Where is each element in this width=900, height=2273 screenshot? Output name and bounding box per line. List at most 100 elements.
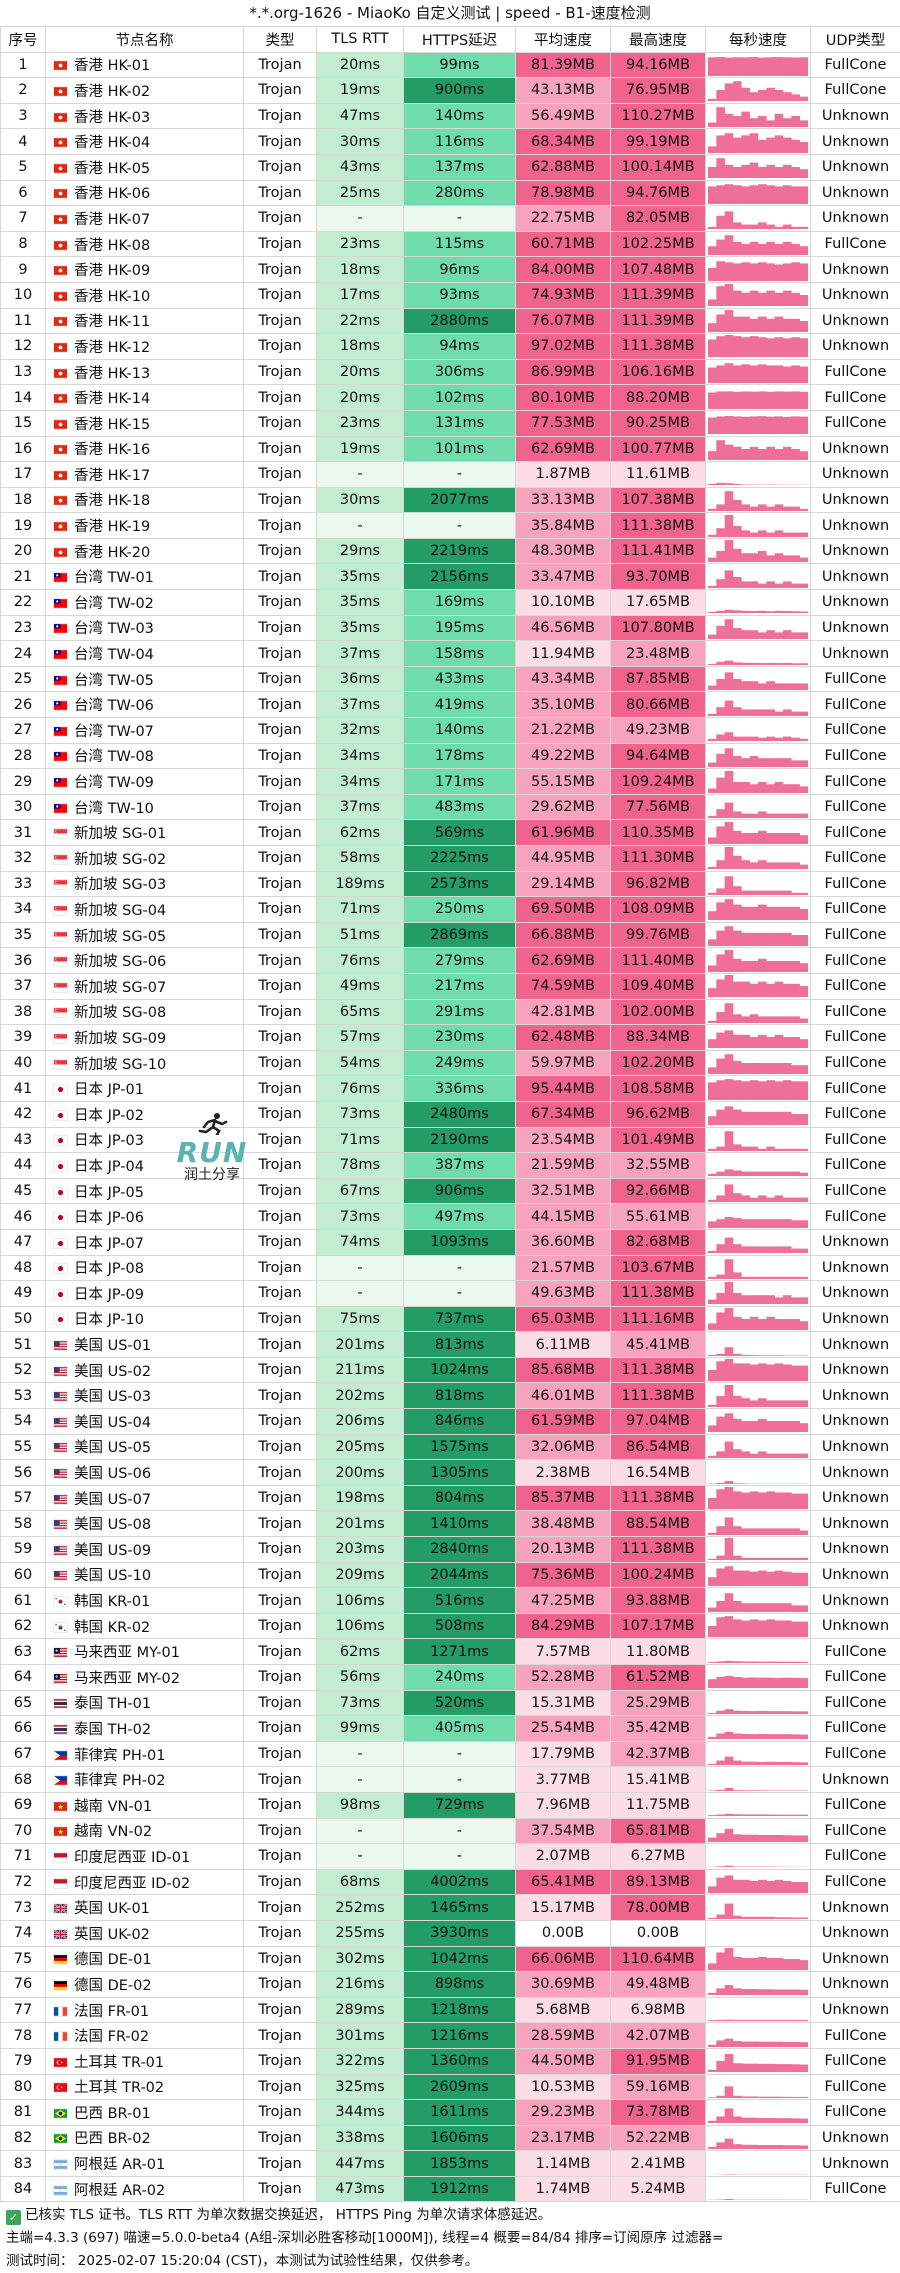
speed-sparkline	[708, 259, 808, 281]
protocol-type: Trojan	[244, 1537, 317, 1563]
speed-sample-bar	[725, 700, 734, 715]
protocol-type: Trojan	[244, 1281, 317, 1307]
protocol-type: Trojan	[244, 999, 317, 1025]
udp-type: FullCone	[811, 1869, 900, 1895]
https-latency: 1093ms	[404, 1229, 516, 1255]
node-name-cell: 日本 JP-03	[46, 1127, 244, 1153]
tls-rtt: 18ms	[317, 257, 404, 283]
speed-sample-bar	[708, 267, 717, 280]
speed-sample-bar	[758, 338, 767, 358]
speed-sample-bar	[775, 1917, 784, 1919]
avg-speed: 22.75MB	[516, 206, 611, 232]
max-speed: 111.38MB	[611, 1357, 706, 1383]
protocol-type: Trojan	[244, 2100, 317, 2126]
speed-sparkline	[708, 1513, 808, 1535]
udp-type: FullCone	[811, 743, 900, 769]
speed-sample-bar	[800, 2119, 808, 2123]
row-index: 22	[1, 590, 46, 616]
speed-sample-bar	[716, 1274, 725, 1278]
speed-sample-bar	[725, 310, 734, 332]
node-name-cell: 新加坡 SG-01	[46, 820, 244, 846]
speed-sample-bar	[783, 1959, 792, 1970]
speed-sample-bar	[725, 1757, 734, 1765]
speed-sample-bar	[783, 1016, 792, 1023]
speed-sample-bar	[733, 737, 742, 741]
speed-sample-bar	[800, 663, 808, 665]
speed-sample-bar	[775, 2145, 784, 2149]
speed-sample-bar	[716, 1353, 725, 1355]
speed-sample-bar	[750, 133, 759, 153]
avg-speed: 23.17MB	[516, 2125, 611, 2151]
udp-type: Unknown	[811, 206, 900, 232]
speed-sample-bar	[716, 611, 725, 613]
https-latency: 813ms	[404, 1332, 516, 1358]
per-second-speed-chart	[706, 334, 811, 360]
speed-sample-bar	[708, 1323, 717, 1330]
speed-sample-bar	[766, 1454, 775, 1458]
row-index: 55	[1, 1434, 46, 1460]
speed-sample-bar	[775, 1603, 784, 1612]
tls-rtt: 37ms	[317, 641, 404, 667]
avg-speed: 81.39MB	[516, 52, 611, 78]
node-name: 香港 HK-11	[74, 314, 150, 330]
speed-sample-bar	[783, 57, 792, 76]
speed-sparkline	[708, 207, 808, 229]
row-index: 56	[1, 1460, 46, 1486]
flag-id-icon	[53, 1878, 68, 1889]
speed-sparkline	[708, 1410, 808, 1432]
udp-type: FullCone	[811, 2048, 900, 2074]
row-index: 60	[1, 1562, 46, 1588]
speed-sample-bar	[800, 814, 808, 818]
speed-sample-bar	[791, 1298, 800, 1305]
max-speed: 6.27MB	[611, 1844, 706, 1870]
node-name: 新加坡 SG-01	[74, 826, 166, 842]
node-name: 台湾 TW-03	[74, 621, 154, 637]
udp-type: FullCone	[811, 1101, 900, 1127]
protocol-type: Trojan	[244, 308, 317, 334]
speed-sample-bar	[750, 553, 759, 562]
node-name: 台湾 TW-07	[74, 724, 154, 740]
speed-sample-bar	[766, 1172, 775, 1176]
speed-sample-bar	[766, 242, 775, 255]
speed-sample-bar	[741, 1277, 750, 1279]
max-speed: 42.37MB	[611, 1741, 706, 1767]
node-name: 香港 HK-08	[74, 238, 150, 254]
speed-sample-bar	[791, 2065, 800, 2073]
protocol-type: Trojan	[244, 1741, 317, 1767]
tls-rtt: 23ms	[317, 231, 404, 257]
max-speed: 107.38MB	[611, 487, 706, 513]
speed-sample-bar	[733, 242, 742, 255]
speed-sample-bar	[800, 1735, 808, 1739]
udp-type: Unknown	[811, 1511, 900, 1537]
max-speed: 97.04MB	[611, 1409, 706, 1435]
max-speed: 102.00MB	[611, 999, 706, 1025]
speed-sample-bar	[791, 1494, 800, 1509]
speed-sample-bar	[758, 1957, 767, 1970]
speed-sample-bar	[758, 2041, 767, 2046]
avg-speed: 1.74MB	[516, 2176, 611, 2202]
speed-sample-bar	[725, 926, 734, 946]
node-name-cell: 香港 HK-05	[46, 154, 244, 180]
flag-fr-icon	[53, 2031, 68, 2042]
speed-sample-bar	[775, 1421, 784, 1432]
avg-speed: 10.53MB	[516, 2074, 611, 2100]
speed-sparkline	[708, 335, 808, 357]
udp-type: Unknown	[811, 334, 900, 360]
node-name: 香港 HK-12	[74, 340, 150, 356]
speed-sample-bar	[758, 831, 767, 844]
tls-rtt: -	[317, 1281, 404, 1307]
https-latency: 900ms	[404, 78, 516, 104]
speed-sample-bar	[750, 1603, 759, 1612]
tls-rtt: 47ms	[317, 103, 404, 129]
speed-sample-bar	[750, 961, 759, 972]
speed-sample-bar	[775, 244, 784, 255]
per-second-speed-chart	[706, 1665, 811, 1691]
speed-sample-bar	[716, 735, 725, 742]
speed-sample-bar	[775, 1678, 784, 1688]
speed-sample-bar	[783, 662, 792, 664]
avg-speed: 62.69MB	[516, 436, 611, 462]
